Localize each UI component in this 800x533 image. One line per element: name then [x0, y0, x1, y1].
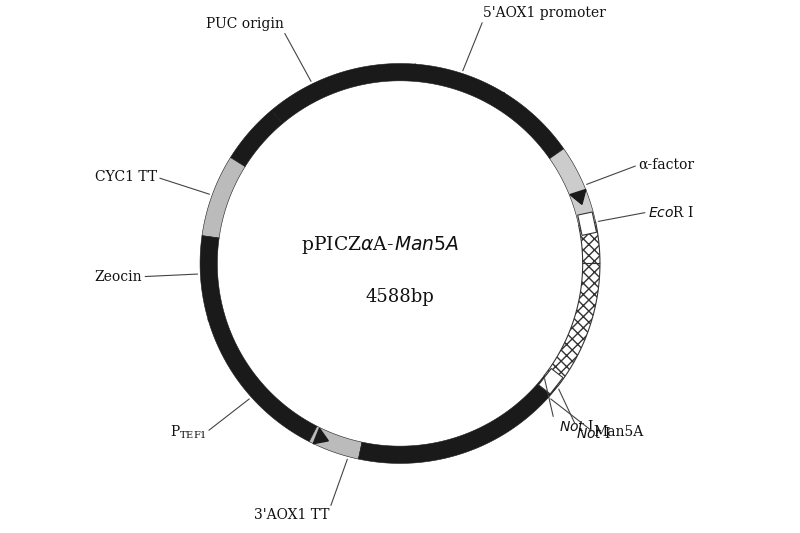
- Polygon shape: [346, 68, 367, 86]
- Polygon shape: [202, 158, 245, 238]
- Text: P$_{\mathregular{TEF1}}$: P$_{\mathregular{TEF1}}$: [170, 423, 206, 441]
- Polygon shape: [310, 426, 362, 459]
- Text: α-factor: α-factor: [638, 158, 694, 172]
- Polygon shape: [299, 84, 322, 106]
- Text: $\mathit{Not}$ I: $\mathit{Not}$ I: [558, 419, 594, 434]
- Polygon shape: [578, 222, 600, 263]
- Text: 5'AOX1 promoter: 5'AOX1 promoter: [483, 6, 606, 20]
- Text: Man5A: Man5A: [594, 425, 643, 439]
- Polygon shape: [208, 314, 224, 329]
- Polygon shape: [358, 376, 558, 463]
- Polygon shape: [544, 263, 600, 386]
- Text: CYC1 TT: CYC1 TT: [95, 171, 158, 184]
- Text: $\mathit{Not}$ I: $\mathit{Not}$ I: [576, 426, 611, 441]
- Polygon shape: [413, 64, 426, 80]
- Polygon shape: [200, 236, 317, 442]
- Text: Zeocin: Zeocin: [94, 270, 142, 284]
- Polygon shape: [494, 93, 510, 107]
- Text: PUC origin: PUC origin: [206, 17, 283, 31]
- Text: 4588bp: 4588bp: [366, 288, 434, 306]
- Polygon shape: [538, 368, 563, 394]
- Polygon shape: [271, 63, 564, 159]
- Text: $\mathit{Man5A}$: $\mathit{Man5A}$: [394, 236, 459, 254]
- Text: 3'AOX1 TT: 3'AOX1 TT: [254, 508, 330, 522]
- Polygon shape: [230, 110, 282, 167]
- Polygon shape: [578, 212, 597, 236]
- Text: $\mathit{Eco}$R I: $\mathit{Eco}$R I: [648, 205, 694, 220]
- Polygon shape: [313, 429, 328, 443]
- Text: pPICZ$\mathit{\alpha}$A-: pPICZ$\mathit{\alpha}$A-: [301, 234, 394, 256]
- Polygon shape: [550, 149, 595, 225]
- Polygon shape: [570, 189, 586, 204]
